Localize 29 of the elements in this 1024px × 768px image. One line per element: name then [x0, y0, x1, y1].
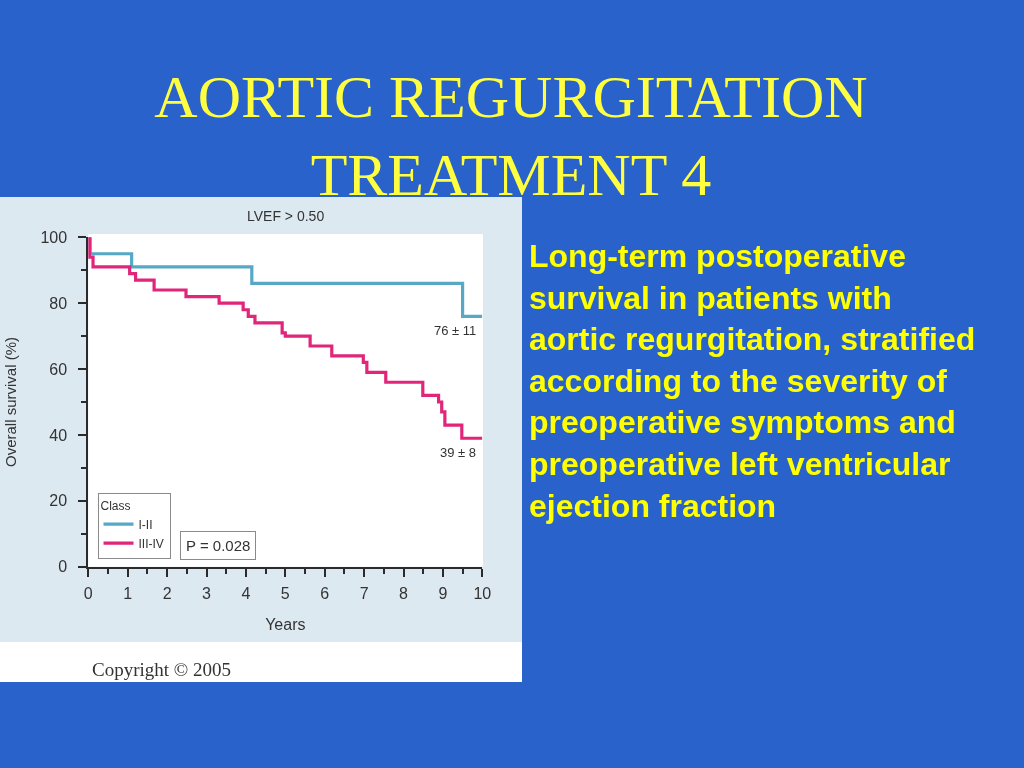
y-tick-label: 40: [49, 426, 68, 444]
x-tick-label: 0: [83, 584, 93, 602]
y-tick-label: 20: [49, 492, 68, 510]
x-tick-label: 9: [438, 584, 448, 602]
y-tick-label: 60: [49, 360, 68, 378]
text: Long-term postoperative survival in patients with aortic regurgitation, stratified according to the severity of preoperative symptoms and preoperative left ventricular ejection fraction: [529, 238, 976, 524]
x-tick-label: 4: [241, 584, 251, 602]
x-axis-title: Years: [265, 616, 306, 634]
text: Copyright © 2005: [92, 659, 231, 680]
x-tick-label: 7: [359, 584, 369, 602]
x-tick-label: 1: [123, 584, 133, 602]
x-tick-label: 6: [320, 584, 330, 602]
annotation: P = 0.028: [186, 537, 251, 554]
x-tick-label: 2: [162, 584, 172, 602]
x-tick-label: 3: [202, 584, 212, 602]
x-tick-label: 5: [280, 584, 290, 602]
legend-label: III-IV: [138, 536, 164, 551]
legend-label: I-II: [138, 517, 153, 532]
annotation: 76 ± 11: [434, 323, 477, 338]
x-tick-label: 8: [399, 584, 409, 602]
legend-title: Class: [100, 498, 131, 513]
y-tick-label: 80: [49, 294, 68, 312]
y-tick-label: 0: [58, 558, 68, 576]
annotation: 39 ± 8: [440, 445, 477, 460]
y-axis-title: Overall survival (%): [2, 336, 20, 468]
x-tick-label: 10: [473, 584, 492, 602]
y-tick-label: 100: [40, 228, 68, 246]
chart-title: AORTIC REGURGITATION TREATMENT 4: [154, 64, 868, 208]
chart-subtitle: LVEF > 0.50: [247, 208, 325, 224]
